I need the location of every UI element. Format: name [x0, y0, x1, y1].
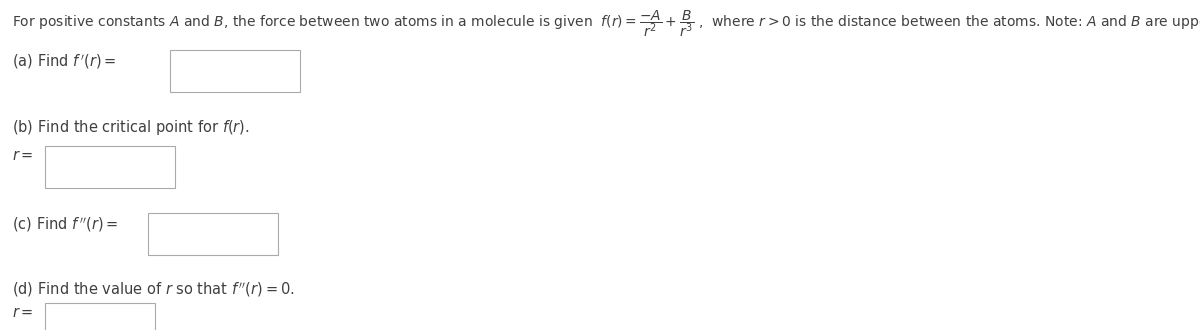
Text: For positive constants $A$ and $B$, the force between two atoms in a molecule is: For positive constants $A$ and $B$, the … — [12, 8, 1200, 39]
Text: (b) Find the critical point for $f(r)$.: (b) Find the critical point for $f(r)$. — [12, 118, 250, 137]
Text: $r =$: $r =$ — [12, 305, 34, 320]
Text: $r =$: $r =$ — [12, 148, 34, 163]
Text: (c) Find $f\,''(r) =$: (c) Find $f\,''(r) =$ — [12, 215, 119, 234]
Text: (a) Find $f\,'(r) =$: (a) Find $f\,'(r) =$ — [12, 52, 116, 71]
Text: (d) Find the value of $r$ so that $f\,''(r) = 0$.: (d) Find the value of $r$ so that $f\,''… — [12, 280, 295, 299]
